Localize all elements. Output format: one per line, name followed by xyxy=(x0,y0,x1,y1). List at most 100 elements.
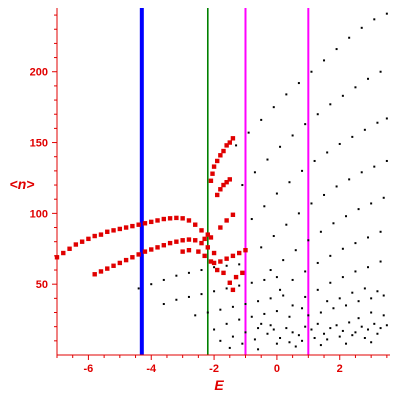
data-point xyxy=(304,325,307,328)
data-point xyxy=(161,216,167,222)
data-point xyxy=(272,106,275,109)
data-point xyxy=(285,93,288,96)
data-point xyxy=(379,70,382,73)
y-tick-label: 150 xyxy=(30,138,48,150)
data-point xyxy=(272,328,275,331)
data-point xyxy=(149,219,154,225)
data-point xyxy=(313,159,316,162)
data-point xyxy=(224,143,229,148)
data-point xyxy=(213,266,216,269)
data-point xyxy=(382,294,385,297)
data-point xyxy=(218,153,223,158)
data-point xyxy=(221,270,226,276)
data-point xyxy=(263,312,266,315)
data-point xyxy=(200,269,203,272)
data-point xyxy=(149,247,154,252)
data-point xyxy=(142,249,148,254)
data-point xyxy=(206,311,209,314)
data-point xyxy=(341,94,344,97)
data-point xyxy=(348,36,351,39)
data-point xyxy=(316,113,319,116)
x-tick-label: 0 xyxy=(274,363,280,375)
data-point xyxy=(313,337,316,340)
data-point xyxy=(363,337,366,340)
data-point xyxy=(354,242,357,245)
data-point xyxy=(228,346,231,349)
data-point xyxy=(297,334,300,337)
data-point xyxy=(208,178,214,183)
data-point xyxy=(335,324,338,327)
data-point xyxy=(282,259,285,262)
data-point xyxy=(161,243,167,248)
data-point xyxy=(221,182,226,188)
data-point xyxy=(316,322,319,325)
data-point xyxy=(194,314,197,317)
data-point xyxy=(218,225,223,230)
data-point xyxy=(288,315,291,318)
data-point xyxy=(301,307,304,310)
x-tick-label: 2 xyxy=(337,363,343,375)
data-point xyxy=(275,192,278,195)
data-point xyxy=(244,303,247,306)
data-point xyxy=(263,205,266,208)
data-point xyxy=(307,239,310,242)
series-black-points xyxy=(137,12,388,351)
vertical-lines xyxy=(139,8,310,355)
data-point xyxy=(155,245,160,250)
data-point xyxy=(370,341,373,344)
data-point xyxy=(376,290,379,293)
data-point xyxy=(335,185,338,188)
data-point xyxy=(351,135,354,138)
data-point xyxy=(123,257,129,263)
data-point xyxy=(335,48,338,51)
data-point xyxy=(285,327,288,330)
data-point xyxy=(260,246,263,249)
data-point xyxy=(180,249,185,254)
data-point xyxy=(240,270,245,276)
data-point xyxy=(351,291,354,294)
y-ticks: 50 100 150 200 xyxy=(30,14,57,342)
data-point xyxy=(243,247,248,253)
data-point xyxy=(224,180,229,185)
data-point xyxy=(379,230,382,233)
x-tick-label: -6 xyxy=(84,363,94,375)
data-point xyxy=(272,235,275,238)
data-point xyxy=(367,328,370,331)
data-point xyxy=(162,303,165,306)
data-point xyxy=(291,278,294,281)
data-point xyxy=(218,259,223,264)
data-point xyxy=(230,287,236,293)
data-point xyxy=(105,266,110,271)
data-point xyxy=(382,196,385,199)
data-point xyxy=(175,298,178,301)
data-point xyxy=(319,230,322,233)
data-point xyxy=(266,158,269,161)
data-point xyxy=(208,259,214,264)
data-point xyxy=(221,148,226,154)
data-point xyxy=(291,304,294,307)
data-point xyxy=(200,293,203,296)
data-point xyxy=(357,208,360,211)
data-point xyxy=(282,294,285,297)
data-point xyxy=(186,237,192,242)
data-point xyxy=(338,297,341,300)
data-point xyxy=(373,322,376,325)
data-point xyxy=(167,216,173,221)
data-point xyxy=(341,276,344,279)
series-red-points xyxy=(54,136,248,293)
x-tick-label: -2 xyxy=(209,363,219,375)
data-point xyxy=(180,216,185,221)
data-point xyxy=(275,276,278,279)
data-point xyxy=(257,348,260,351)
data-point xyxy=(373,18,376,21)
data-point xyxy=(219,308,222,311)
data-point xyxy=(61,250,66,256)
data-point xyxy=(211,250,217,256)
data-point xyxy=(376,121,379,124)
data-point xyxy=(215,158,220,164)
data-point xyxy=(338,142,341,145)
data-point xyxy=(370,297,373,300)
data-point xyxy=(202,236,207,242)
data-point xyxy=(241,342,244,345)
data-point xyxy=(137,287,140,290)
